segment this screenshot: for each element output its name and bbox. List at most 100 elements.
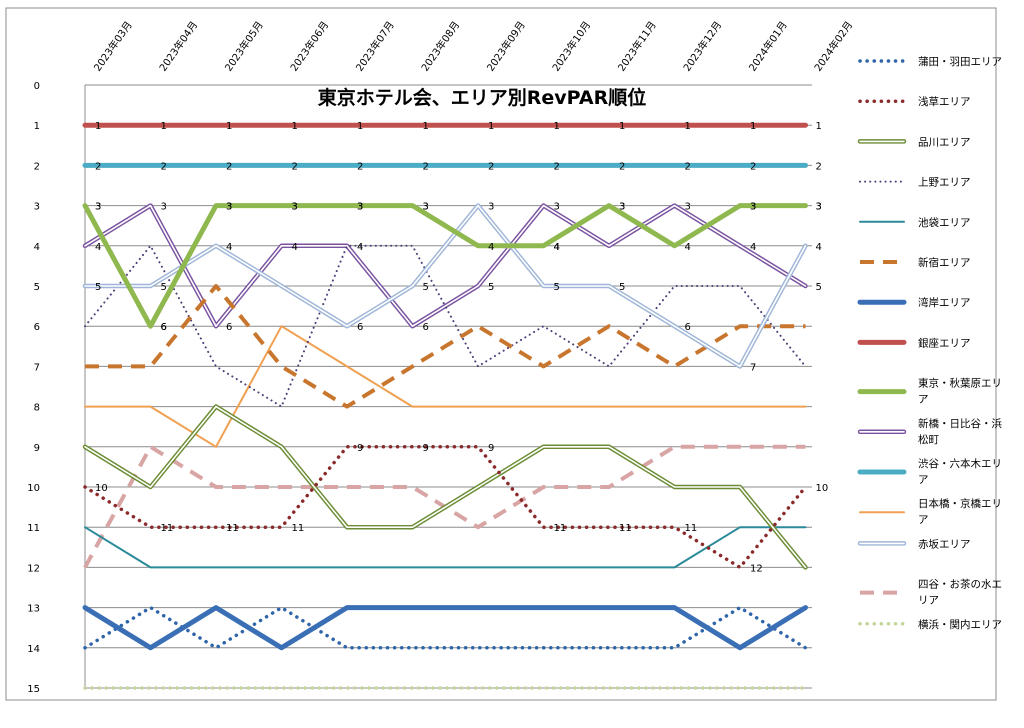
data-label: 4 xyxy=(357,242,363,253)
y-tick-label: 10 xyxy=(27,483,40,494)
data-label: 11 xyxy=(685,523,698,534)
data-label: 3 xyxy=(619,202,625,213)
data-label: 11 xyxy=(292,523,305,534)
data-label: 4 xyxy=(816,242,822,253)
data-label: 3 xyxy=(292,202,298,213)
legend-item: 赤坂エリア xyxy=(857,538,971,550)
data-label: 4 xyxy=(95,242,101,253)
data-label: 4 xyxy=(685,242,691,253)
legend-item: 品川エリア xyxy=(857,136,971,148)
y-tick-label: 9 xyxy=(34,443,40,454)
data-label: 2 xyxy=(816,161,822,172)
series-line xyxy=(84,526,807,569)
data-label: 2 xyxy=(685,161,691,172)
legend-label: 日本橋・京橋エリア xyxy=(918,497,1002,526)
data-label: 3 xyxy=(357,202,363,213)
data-label: 11 xyxy=(226,523,239,534)
legend-label: 銀座エリア xyxy=(918,336,971,349)
series-line xyxy=(84,325,807,448)
y-tick-label: 7 xyxy=(34,362,40,373)
data-label: 2 xyxy=(619,161,625,172)
data-label: 2 xyxy=(423,161,429,172)
legend-label: 浅草エリア xyxy=(918,95,971,108)
data-label: 2 xyxy=(292,161,298,172)
series-lines xyxy=(82,122,808,690)
legend-item: 四谷・お茶の水エリア xyxy=(860,578,1002,607)
legend-item: 池袋エリア xyxy=(859,216,971,229)
legend-item: 東京・秋葉原エリア xyxy=(857,377,1002,406)
data-label: 2 xyxy=(357,161,363,172)
series-line xyxy=(82,605,808,651)
legend-item: 上野エリア xyxy=(859,177,971,189)
data-label: 5 xyxy=(554,282,560,293)
y-tick-label: 8 xyxy=(34,403,40,414)
data-label: 4 xyxy=(226,242,232,253)
data-label: 5 xyxy=(423,282,429,293)
data-label: 3 xyxy=(488,202,494,213)
legend-item: 蒲田・羽田エリア xyxy=(858,55,1002,68)
y-tick-label: 0 xyxy=(34,81,40,92)
legend-item: 日本橋・京橋エリア xyxy=(859,497,1002,526)
y-tick-label: 12 xyxy=(27,563,40,574)
data-label: 9 xyxy=(357,443,363,454)
data-label: 4 xyxy=(554,242,560,253)
data-label: 3 xyxy=(423,202,429,213)
data-label: 5 xyxy=(488,282,494,293)
data-label: 3 xyxy=(292,202,298,213)
data-label: 7 xyxy=(750,362,756,373)
legend-item: 新橋・日比谷・浜松町 xyxy=(857,417,1002,446)
y-tick-label: 15 xyxy=(27,684,40,695)
data-label: 6 xyxy=(161,322,167,333)
data-label: 4 xyxy=(292,242,298,253)
data-label: 3 xyxy=(423,202,429,213)
chart-title: 東京ホテル会、エリア別RevPAR順位 xyxy=(318,86,646,109)
y-tick-label: 11 xyxy=(27,523,40,534)
data-label: 1 xyxy=(292,121,298,132)
legend-label: 東京・秋葉原エリア xyxy=(918,377,1002,406)
data-label: 6 xyxy=(357,322,363,333)
legend-item: 横浜・関内エリア xyxy=(858,618,1002,631)
data-label: 2 xyxy=(226,161,232,172)
y-tick-label: 1 xyxy=(34,121,40,132)
data-label: 1 xyxy=(750,121,756,132)
data-label: 2 xyxy=(554,161,560,172)
data-label: 11 xyxy=(161,523,174,534)
series-line xyxy=(84,405,807,569)
data-label: 5 xyxy=(161,282,167,293)
legend-label: 品川エリア xyxy=(918,136,971,148)
data-label: 2 xyxy=(95,161,101,172)
data-label: 3 xyxy=(95,202,101,213)
data-label: 9 xyxy=(423,443,429,454)
y-tick-label: 6 xyxy=(34,322,40,333)
data-label: 10 xyxy=(95,483,108,494)
legend-label: 赤坂エリア xyxy=(918,538,971,550)
data-label: 1 xyxy=(357,121,363,132)
legend-label: 新橋・日比谷・浜松町 xyxy=(918,417,1002,446)
data-label: 3 xyxy=(816,202,822,213)
series-line xyxy=(85,284,806,409)
legend-item: 新宿エリア xyxy=(860,256,971,269)
data-label: 6 xyxy=(423,322,429,333)
data-label: 11 xyxy=(554,523,567,534)
data-label: 4 xyxy=(554,242,560,253)
legend-label: 四谷・お茶の水エリア xyxy=(918,578,1002,607)
data-label: 6 xyxy=(161,322,167,333)
legend-item: 湾岸エリア xyxy=(857,296,971,309)
y-tick-label: 2 xyxy=(34,161,40,172)
data-label: 6 xyxy=(685,322,691,333)
data-label: 1 xyxy=(488,121,494,132)
legend-label: 湾岸エリア xyxy=(918,296,971,309)
legend-label: 横浜・関内エリア xyxy=(918,618,1002,631)
data-label: 3 xyxy=(685,202,691,213)
data-label: 3 xyxy=(161,202,167,213)
data-label: 11 xyxy=(619,523,632,534)
data-label: 1 xyxy=(554,121,560,132)
series-line xyxy=(83,605,808,650)
data-label: 1 xyxy=(226,121,232,132)
y-tick-label: 14 xyxy=(27,644,40,655)
data-label: 10 xyxy=(816,483,829,494)
series-line xyxy=(83,445,808,570)
legend: 蒲田・羽田エリア浅草エリア品川エリア上野エリア池袋エリア新宿エリア湾岸エリア銀座… xyxy=(857,55,1002,631)
